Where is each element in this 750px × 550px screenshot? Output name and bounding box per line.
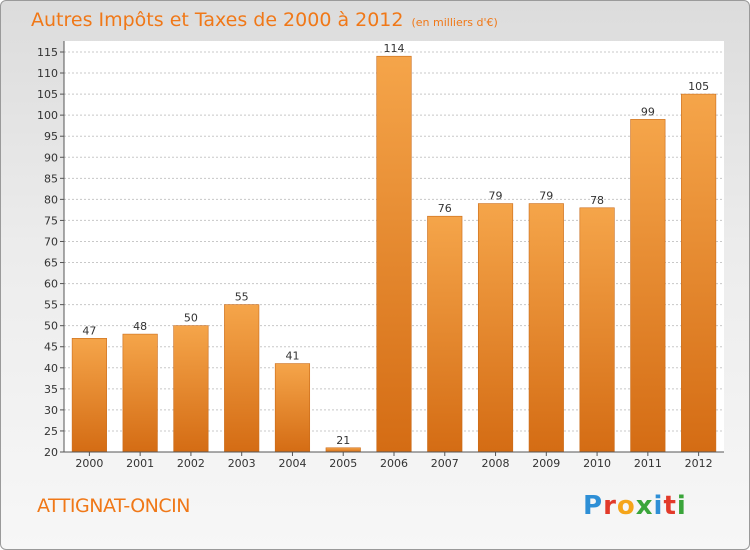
bar [325,447,361,453]
y-tick-label: 105 [37,88,58,101]
bar-value-label: 79 [489,190,503,203]
bar [224,304,260,453]
y-tick-label: 85 [44,172,58,185]
y-tick-label: 110 [37,67,58,80]
bar [477,203,514,453]
y-tick-label: 65 [44,257,58,270]
bar [122,333,158,453]
y-tick-label: 35 [44,383,58,396]
chart-title-text: Autres Impôts et Taxes de 2000 à 2012 [31,9,404,31]
bar-value-label: 47 [82,324,96,337]
chart-unit: (en milliers d'€) [411,16,498,29]
bar-value-label: 99 [641,105,655,118]
bar [681,93,717,453]
bar [274,363,311,453]
bar-value-label: 48 [133,320,147,333]
bar-value-label: 41 [285,350,299,363]
y-tick-label: 90 [44,151,58,164]
bar-value-label: 114 [384,42,405,55]
y-tick-label: 70 [44,235,58,248]
y-tick-label: 115 [37,46,58,59]
y-tick-label: 30 [44,404,58,417]
y-tick-label: 100 [37,109,58,122]
y-tick-label: 75 [44,214,58,227]
x-tick-label: 2005 [329,457,357,470]
x-tick-label: 2002 [177,457,205,470]
y-tick-label: 80 [44,193,58,206]
x-tick-label: 2001 [126,457,154,470]
x-tick-label: 2007 [431,457,459,470]
y-tick-label: 25 [44,425,58,438]
x-tick-label: 2003 [228,457,256,470]
y-tick-label: 40 [44,362,58,375]
x-tick-label: 2011 [634,457,662,470]
x-tick-label: 2004 [278,457,306,470]
bar-value-label: 50 [184,312,198,325]
y-tick-label: 60 [44,278,58,291]
y-tick-label: 55 [44,299,58,312]
x-tick-label: 2008 [482,457,510,470]
chart-title: Autres Impôts et Taxes de 2000 à 2012 (en… [31,9,498,31]
bar [630,119,666,453]
x-tick-label: 2000 [75,457,103,470]
bar-value-label: 55 [235,291,249,304]
x-tick-label: 2009 [532,457,560,470]
bar-value-label: 76 [438,202,452,215]
x-tick-label: 2010 [583,457,611,470]
y-tick-label: 45 [44,341,58,354]
bar-value-label: 79 [539,190,553,203]
bar-value-label: 21 [336,434,350,447]
proxiti-logo: Proxiti [583,491,687,521]
bar-value-label: 78 [590,194,604,207]
bar-value-label: 105 [688,80,709,93]
city-name: ATTIGNAT-ONCIN [37,495,190,517]
bar [579,207,615,453]
y-tick-label: 95 [44,130,58,143]
bar [376,55,412,453]
y-tick-label: 20 [44,446,58,459]
x-tick-label: 2012 [685,457,713,470]
x-tick-label: 2006 [380,457,408,470]
bar [71,338,107,453]
bar [427,215,463,453]
bar [528,203,564,453]
bar [173,325,209,453]
y-tick-label: 50 [44,320,58,333]
